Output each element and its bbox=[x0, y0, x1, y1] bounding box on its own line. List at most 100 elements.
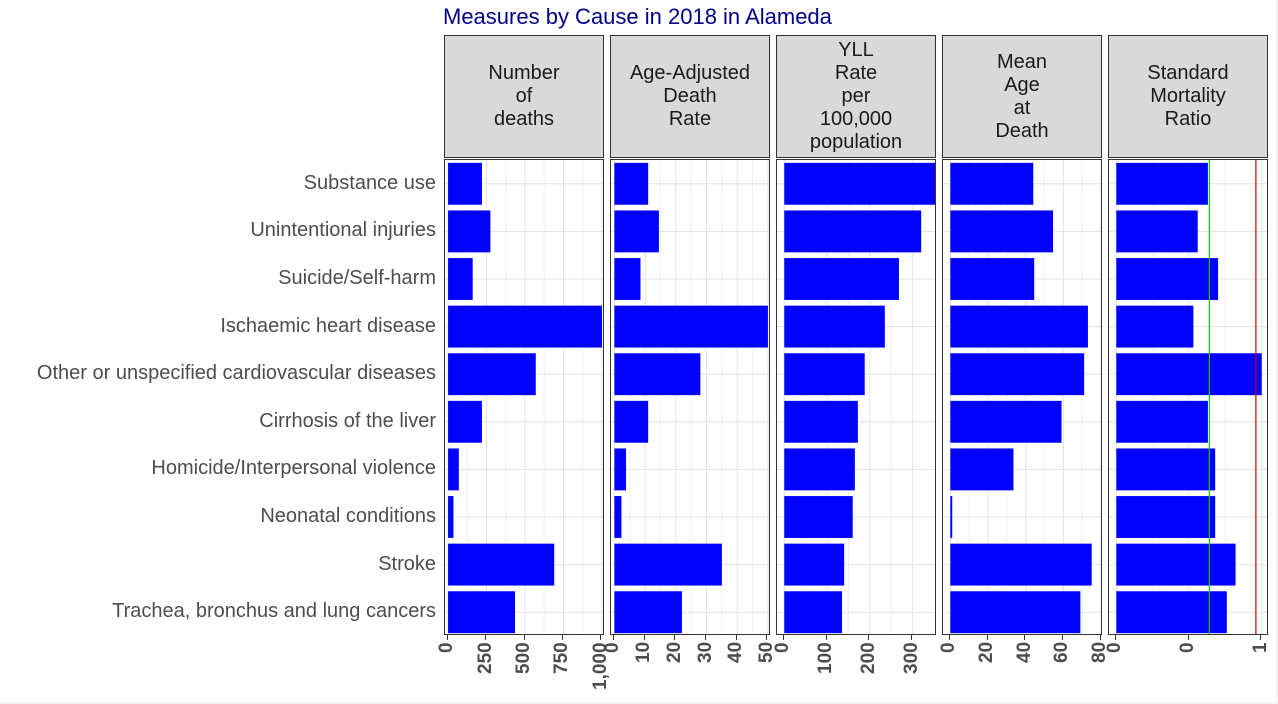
facet-strip: Standard Mortality Ratio bbox=[1108, 35, 1268, 158]
tick-mark bbox=[948, 635, 950, 640]
tick-mark bbox=[1099, 635, 1101, 640]
tick-label: 0 bbox=[1104, 642, 1126, 653]
tick-mark bbox=[1260, 635, 1262, 640]
facet-strip: YLL Rate per 100,000 population bbox=[776, 35, 936, 158]
tick-label: 750 bbox=[551, 642, 573, 674]
tick-mark bbox=[986, 635, 988, 640]
tick-label: 10 bbox=[633, 641, 655, 663]
tick-mark bbox=[612, 635, 614, 640]
bar bbox=[614, 305, 768, 348]
chart-title: Measures by Cause in 2018 in Alameda bbox=[443, 4, 832, 29]
tick-mark bbox=[446, 635, 448, 640]
bar bbox=[784, 353, 865, 396]
panel-svg bbox=[445, 160, 603, 634]
tick-mark bbox=[911, 635, 913, 640]
category-label: Cirrhosis of the liver bbox=[259, 409, 436, 432]
bar bbox=[448, 353, 536, 396]
tick-label: 300 bbox=[900, 642, 922, 674]
bar bbox=[784, 162, 935, 205]
bar bbox=[448, 210, 491, 253]
tick-label: 0 bbox=[938, 642, 960, 653]
bar bbox=[448, 305, 602, 348]
panel-svg bbox=[943, 160, 1101, 634]
bar bbox=[950, 496, 953, 538]
tick-label: 0 bbox=[772, 642, 794, 653]
tick-label: 250 bbox=[474, 642, 496, 674]
tick-mark bbox=[485, 635, 487, 640]
bar bbox=[1116, 258, 1219, 300]
bar bbox=[448, 162, 482, 205]
bar bbox=[448, 496, 454, 538]
bar bbox=[784, 543, 845, 586]
bar bbox=[784, 591, 843, 634]
bar bbox=[614, 591, 682, 634]
bar bbox=[614, 448, 627, 491]
bar bbox=[614, 210, 659, 253]
category-label: Other or unspecified cardiovascular dise… bbox=[36, 362, 436, 385]
facet-panel bbox=[610, 159, 770, 635]
facet-strip: Age-Adjusted Death Rate bbox=[610, 35, 770, 158]
bar bbox=[614, 162, 649, 205]
category-label: Neonatal conditions bbox=[260, 505, 436, 527]
bar bbox=[784, 400, 858, 443]
bar bbox=[1116, 305, 1194, 348]
bar bbox=[784, 210, 922, 253]
facet-panel bbox=[1108, 159, 1268, 635]
tick-label: 30 bbox=[694, 641, 716, 663]
tick-label: 100 bbox=[815, 642, 837, 674]
bar bbox=[784, 496, 853, 538]
bar bbox=[614, 496, 622, 538]
tick-label: 0 bbox=[436, 642, 458, 653]
category-label: Trachea, bronchus and lung cancers bbox=[112, 600, 436, 623]
tick-mark bbox=[705, 635, 706, 640]
panel-svg bbox=[611, 160, 769, 634]
bar bbox=[950, 162, 1034, 205]
tick-label: 0 bbox=[1177, 642, 1198, 653]
bar bbox=[448, 400, 482, 443]
bar bbox=[1116, 210, 1198, 253]
panel-svg bbox=[777, 160, 935, 634]
category-label: Substance use bbox=[303, 171, 436, 194]
bar bbox=[614, 353, 701, 396]
facet-panel bbox=[942, 159, 1102, 635]
bar bbox=[950, 258, 1035, 300]
bar bbox=[614, 400, 649, 443]
tick-mark bbox=[1024, 635, 1026, 640]
bar bbox=[448, 591, 515, 634]
category-label: Suicide/Self-harm bbox=[278, 267, 436, 289]
tick-label: 20 bbox=[976, 641, 998, 663]
tick-mark bbox=[825, 635, 827, 640]
facet-panel bbox=[444, 159, 604, 635]
tick-mark bbox=[766, 635, 768, 640]
tick-label: 1 bbox=[1249, 642, 1271, 653]
facet-panel bbox=[776, 159, 936, 635]
bar bbox=[950, 210, 1054, 253]
tick-label: 60 bbox=[1051, 641, 1073, 663]
bar bbox=[1116, 400, 1208, 443]
bar bbox=[950, 448, 1014, 491]
tick-label: 0 bbox=[602, 642, 624, 653]
tick-mark bbox=[523, 635, 525, 640]
tick-mark bbox=[1114, 635, 1116, 640]
facet-strip: Number of deaths bbox=[444, 35, 604, 158]
tick-label: 40 bbox=[725, 641, 747, 663]
bar bbox=[614, 258, 641, 300]
bar bbox=[784, 448, 855, 491]
bar bbox=[1116, 543, 1236, 586]
tick-mark bbox=[600, 635, 602, 640]
bar bbox=[448, 448, 459, 491]
tick-mark bbox=[643, 635, 645, 640]
tick-label: 20 bbox=[663, 641, 685, 663]
category-label: Unintentional injuries bbox=[250, 219, 436, 242]
bar bbox=[784, 258, 899, 300]
bar bbox=[1116, 162, 1208, 205]
tick-label: 40 bbox=[1013, 641, 1035, 663]
bar bbox=[1116, 496, 1216, 538]
category-label: Ischaemic heart disease bbox=[220, 314, 436, 337]
tick-mark bbox=[735, 635, 737, 640]
bar bbox=[950, 305, 1088, 348]
bar bbox=[784, 305, 885, 348]
category-label: Stroke bbox=[378, 552, 436, 575]
bar bbox=[448, 543, 555, 586]
